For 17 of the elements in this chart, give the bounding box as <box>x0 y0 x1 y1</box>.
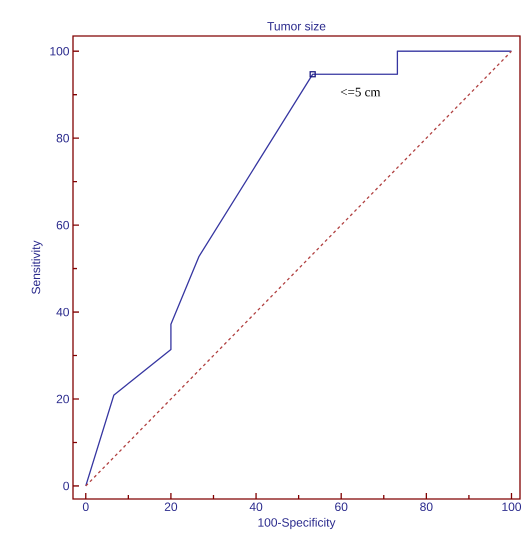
line-series <box>85 50 512 487</box>
x-tick-label: 60 <box>335 502 348 512</box>
y-axis-title: Sensitivity <box>31 240 43 294</box>
chart-title: Tumor size <box>267 22 326 30</box>
y-tick-label: 100 <box>50 46 69 56</box>
x-axis-title: 100-Specificity <box>258 518 336 530</box>
y-tick-label: 20 <box>56 394 69 404</box>
x-tick-label: 100 <box>502 502 522 512</box>
y-tick-label: 60 <box>56 220 69 230</box>
x-tick-label: 20 <box>164 502 178 512</box>
y-tick-label: 40 <box>56 308 69 316</box>
y-tick-label: 80 <box>56 134 69 142</box>
y-tick-label: 0 <box>63 482 69 490</box>
x-tick-label: 40 <box>250 502 262 512</box>
annotation: <=5 cm <box>340 88 380 96</box>
x-tick-label: 0 <box>82 502 89 512</box>
x-tick-label: 80 <box>420 502 433 512</box>
